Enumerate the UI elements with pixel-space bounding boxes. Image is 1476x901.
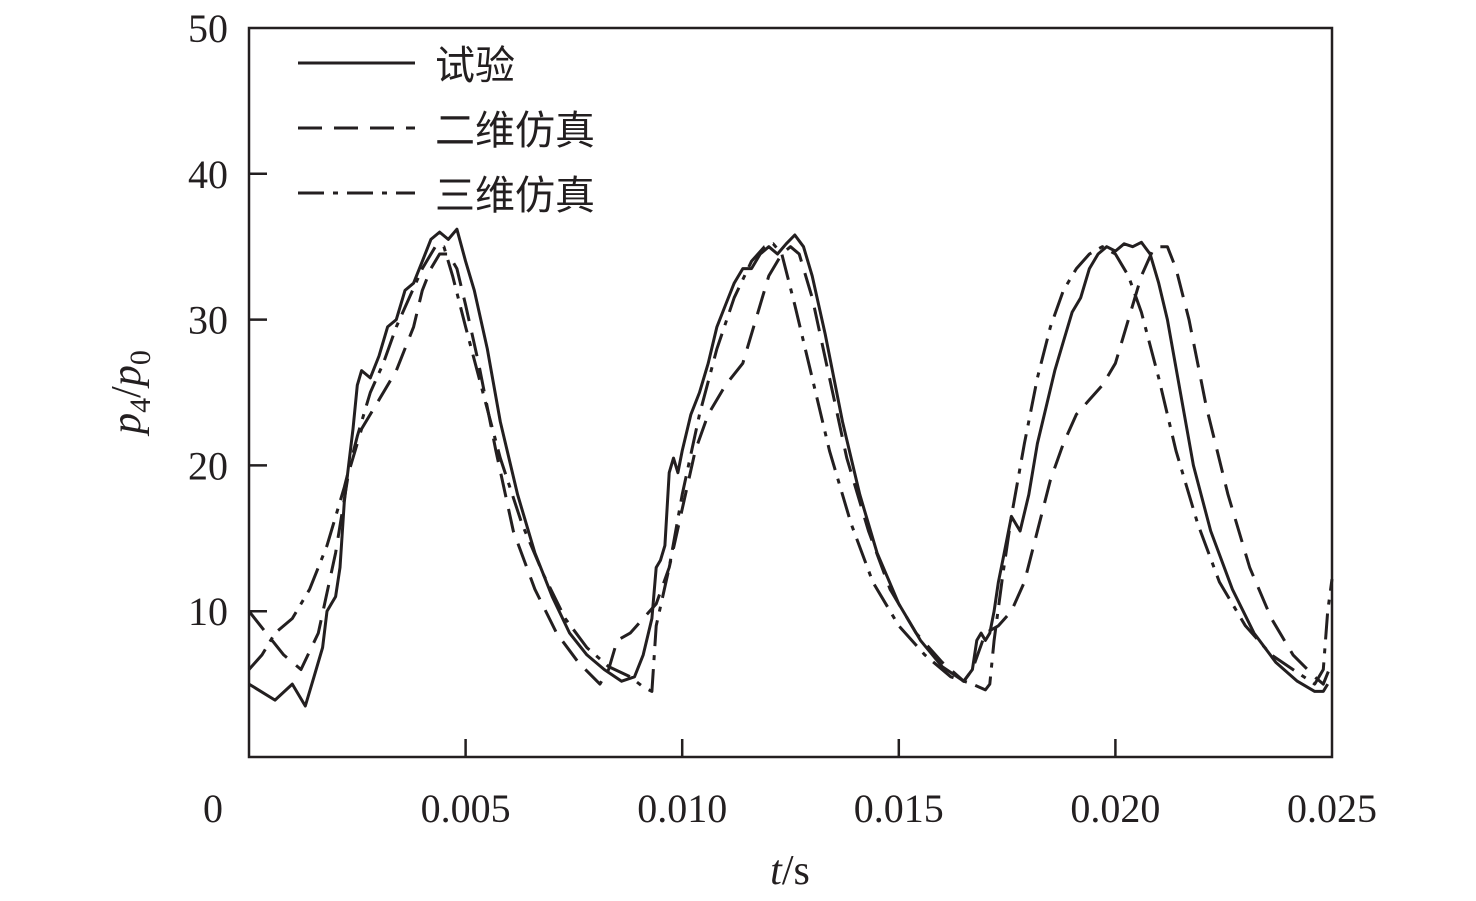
plot-frame — [247, 26, 1334, 759]
legend-label-1: 二维仿真 — [435, 108, 595, 154]
x-tick-label-2: 0.010 — [637, 786, 727, 831]
y-axis-ticks: 10 20 30 40 50 — [188, 6, 267, 634]
y-tick-label-0: 10 — [188, 589, 228, 634]
x-axis-title: t/s — [770, 848, 810, 894]
x-axis-unit: /s — [782, 848, 810, 894]
x-axis-ticks: 0 0.005 0.010 0.015 0.020 0.025 — [203, 739, 1377, 831]
x-tick-label-4: 0.020 — [1070, 786, 1160, 831]
series-line-0 — [248, 227, 1329, 708]
legend-label-2: 三维仿真 — [435, 173, 595, 219]
y-tick-label-1: 20 — [188, 443, 228, 488]
legend-label-0: 试验 — [435, 43, 515, 89]
y-tick-label-3: 40 — [188, 152, 228, 197]
y-tick-label-4: 50 — [188, 6, 228, 51]
x-tick-label-0: 0 — [203, 786, 223, 831]
x-axis-var: t — [770, 848, 783, 894]
series-layer — [247, 227, 1334, 708]
y-tick-label-2: 30 — [188, 298, 228, 343]
x-tick-label-1: 0.005 — [421, 786, 511, 831]
y-axis-title: p4/p0 — [104, 350, 157, 437]
series-line-2 — [247, 242, 1334, 693]
y-axis-sub1: 4 — [124, 398, 157, 413]
y-axis-sep: / — [104, 386, 150, 398]
x-tick-label-5: 0.025 — [1287, 786, 1377, 831]
series-line-1 — [247, 245, 1334, 686]
y-axis-var2: p — [104, 365, 150, 389]
legend: 试验 二维仿真 三维仿真 — [298, 43, 595, 219]
y-axis-sub2: 0 — [124, 350, 157, 365]
x-tick-label-3: 0.015 — [854, 786, 944, 831]
y-axis-var: p — [104, 413, 150, 437]
